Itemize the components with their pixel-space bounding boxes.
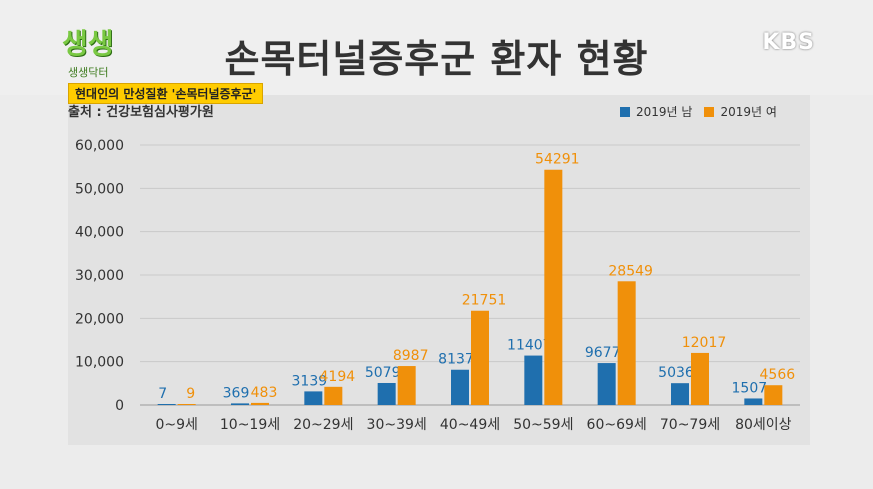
bar-male (451, 369, 469, 405)
bar-male (597, 363, 616, 405)
chart-legend: 2019년 남 2019년 여 (620, 103, 777, 120)
bar-male (231, 403, 249, 405)
data-label-male: 5079 (365, 365, 401, 381)
logo-sub-text: 생생닥터 (68, 66, 109, 79)
y-tick-label: 20,000 (75, 311, 124, 327)
data-label-male: 1507 (732, 380, 768, 396)
data-label-female: 8987 (393, 348, 429, 364)
x-tick-label: 20~29세 (293, 417, 353, 433)
header (0, 0, 873, 95)
data-label-male: 5036 (658, 365, 694, 381)
y-tick-label: 40,000 (75, 225, 124, 241)
data-label-female: 28549 (608, 263, 653, 279)
data-label-male: 9677 (585, 345, 621, 361)
x-tick-label: 70~79세 (660, 417, 720, 433)
x-tick-label: 10~19세 (220, 417, 280, 433)
data-label-male: 3139 (292, 373, 328, 389)
y-tick-label: 10,000 (75, 355, 124, 371)
bar-female (617, 281, 636, 405)
bar-male (671, 383, 689, 405)
y-tick-label: 30,000 (75, 268, 124, 284)
legend-label-female: 2019년 여 (720, 105, 777, 119)
bar-female (251, 402, 269, 405)
y-tick-label: 60,000 (75, 138, 124, 154)
bar-female (324, 386, 343, 405)
x-tick-label: 50~59세 (513, 417, 573, 433)
data-label-female: 54291 (535, 152, 580, 168)
bar-male (157, 404, 176, 405)
bar-male (304, 391, 323, 405)
bar-female (691, 352, 709, 405)
data-label-female: 9 (186, 386, 195, 402)
x-tick-label: 60~69세 (587, 417, 647, 433)
x-tick-label: 0~9세 (155, 417, 197, 433)
bar-female (544, 169, 563, 405)
bar-female (764, 385, 783, 405)
logo-main-text: 생생 (62, 27, 114, 60)
bar-female (471, 310, 489, 405)
source-label: 출처 : 건강보험심사평가원 (68, 105, 214, 120)
legend-label-male: 2019년 남 (636, 105, 693, 119)
bar-female (177, 404, 196, 405)
data-label-male: 7 (158, 386, 167, 402)
page-title: 손목터널증후군 환자 현황 (224, 37, 649, 81)
y-tick-label: 50,000 (75, 181, 124, 197)
legend-swatch-male (620, 106, 630, 117)
x-tick-label: 80세이상 (735, 417, 792, 433)
program-logo: 생생 생생닥터 (60, 22, 170, 82)
data-label-male: 369 (223, 385, 250, 401)
legend-swatch-female (704, 106, 715, 117)
bar-male (744, 398, 763, 405)
topic-banner: 현대인의 만성질환 '손목터널증후군' (68, 83, 264, 104)
data-label-female: 12017 (682, 335, 727, 351)
data-label-female: 4194 (320, 369, 356, 385)
data-label-male: 11407 (507, 338, 552, 354)
bar-male (377, 382, 396, 405)
data-label-male: 8137 (438, 352, 474, 368)
bar-female (397, 366, 416, 405)
data-label-female: 21751 (462, 293, 507, 309)
data-label-female: 483 (251, 385, 278, 401)
data-label-female: 4566 (760, 367, 796, 383)
x-tick-label: 30~39세 (367, 417, 427, 433)
bar-male (524, 355, 543, 405)
x-tick-label: 40~49세 (440, 417, 500, 433)
broadcaster-logo: KBS (762, 30, 815, 55)
y-tick-label: 0 (115, 398, 124, 414)
